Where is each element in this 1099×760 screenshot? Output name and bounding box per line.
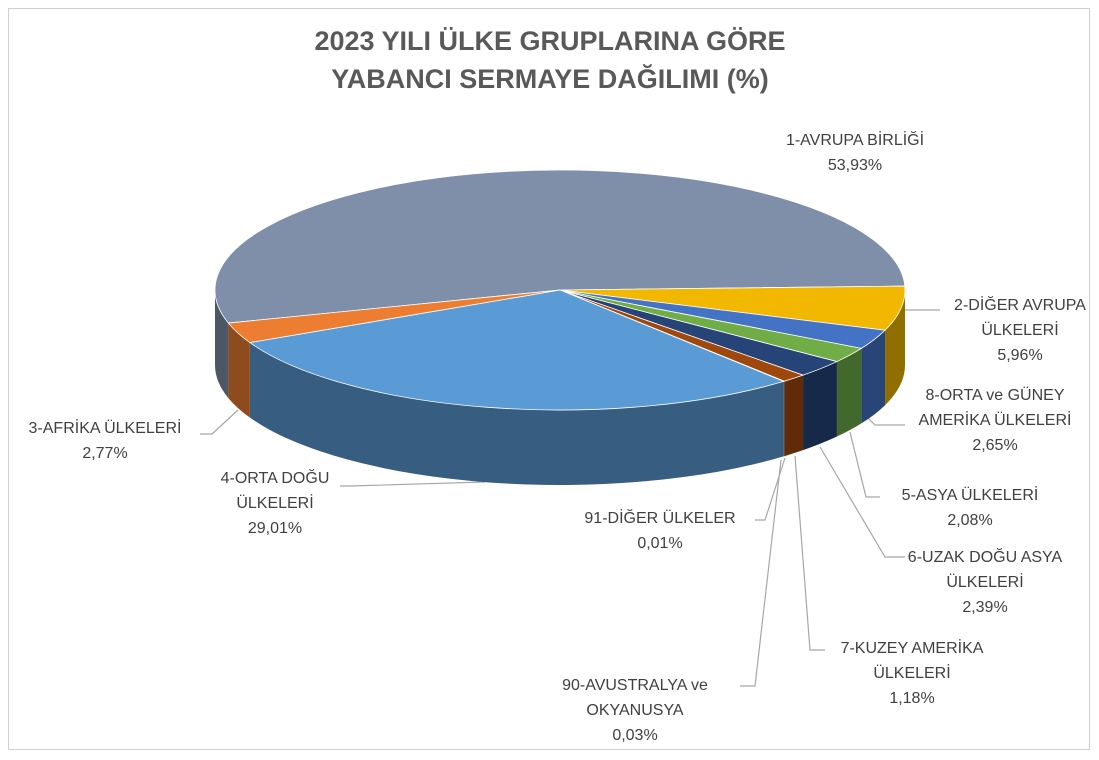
label-value: 0,03% (612, 727, 658, 744)
leader-line (340, 481, 486, 487)
label-value: 0,01% (637, 535, 683, 552)
label-name: 2-DİĞER AVRUPA ÜLKELERİ (954, 297, 1086, 339)
label-name: 6-UZAK DOĞU ASYA ÜLKELERİ (907, 549, 1063, 591)
label-name: 90-AVUSTRALYA ve OKYANUSYA (562, 677, 708, 719)
label-name: 1-AVRUPA BİRLİĞİ (785, 132, 925, 149)
data-label: 3-AFRİKA ÜLKELERİ 2,77% (5, 416, 205, 466)
pie-side (861, 330, 886, 424)
label-name: 8-ORTA ve GÜNEY AMERİKA ÜLKELERİ (918, 387, 1072, 429)
leader-line (740, 459, 782, 687)
chart-title: 2023 YILI ÜLKE GRUPLARINA GÖRE YABANCI S… (314, 26, 786, 94)
leader-line (794, 455, 825, 651)
pie-side (215, 290, 229, 399)
pie-sides (215, 290, 905, 485)
pie-side (836, 348, 862, 437)
label-value: 2,77% (82, 445, 128, 462)
label-name: 7-KUZEY AMERİKA ÜLKELERİ (840, 640, 984, 682)
label-value: 2,39% (962, 599, 1008, 616)
data-label: 5-ASYA ÜLKELERİ 2,08% (890, 483, 1050, 533)
pie-side (803, 361, 837, 451)
label-name: 91-DİĞER ÜLKELER (584, 510, 736, 527)
data-label: 2-DİĞER AVRUPA ÜLKELERİ 5,96% (945, 293, 1095, 368)
pie-side (784, 375, 804, 457)
label-name: 3-AFRİKA ÜLKELERİ (28, 420, 182, 437)
pie-slice (559, 285, 906, 331)
data-label: 1-AVRUPA BİRLİĞİ 53,93% (745, 128, 965, 178)
data-label: 8-ORTA ve GÜNEY AMERİKA ÜLKELERİ 2,65% (905, 383, 1085, 458)
label-name: 5-ASYA ÜLKELERİ (901, 487, 1039, 504)
leader-line (819, 446, 905, 558)
data-label: 6-UZAK DOĞU ASYA ÜLKELERİ 2,39% (900, 545, 1070, 620)
pie-tops (214, 169, 906, 411)
pie-side (228, 323, 250, 418)
label-value: 2,65% (972, 437, 1018, 454)
pie-slice (227, 289, 561, 343)
label-value: 29,01% (247, 520, 303, 537)
label-name: 4-ORTA DOĞU ÜLKELERİ (220, 470, 330, 512)
data-label: 91-DİĞER ÜLKELER 0,01% (570, 506, 750, 556)
data-label: 90-AVUSTRALYA ve OKYANUSYA 0,03% (548, 673, 723, 748)
label-value: 1,18% (889, 690, 935, 707)
pie-side (249, 342, 784, 485)
pie-side (885, 290, 905, 406)
data-label: 4-ORTA DOĞU ÜLKELERİ 29,01% (208, 466, 343, 541)
data-label: 7-KUZEY AMERİKA ÜLKELERİ 1,18% (830, 636, 995, 711)
leader-line (755, 457, 786, 521)
pie-slice (214, 169, 906, 324)
label-value: 2,08% (947, 512, 993, 529)
leader-line (200, 409, 239, 435)
label-value: 5,96% (997, 347, 1043, 364)
leader-line (849, 431, 880, 498)
label-value: 53,93% (827, 157, 883, 174)
